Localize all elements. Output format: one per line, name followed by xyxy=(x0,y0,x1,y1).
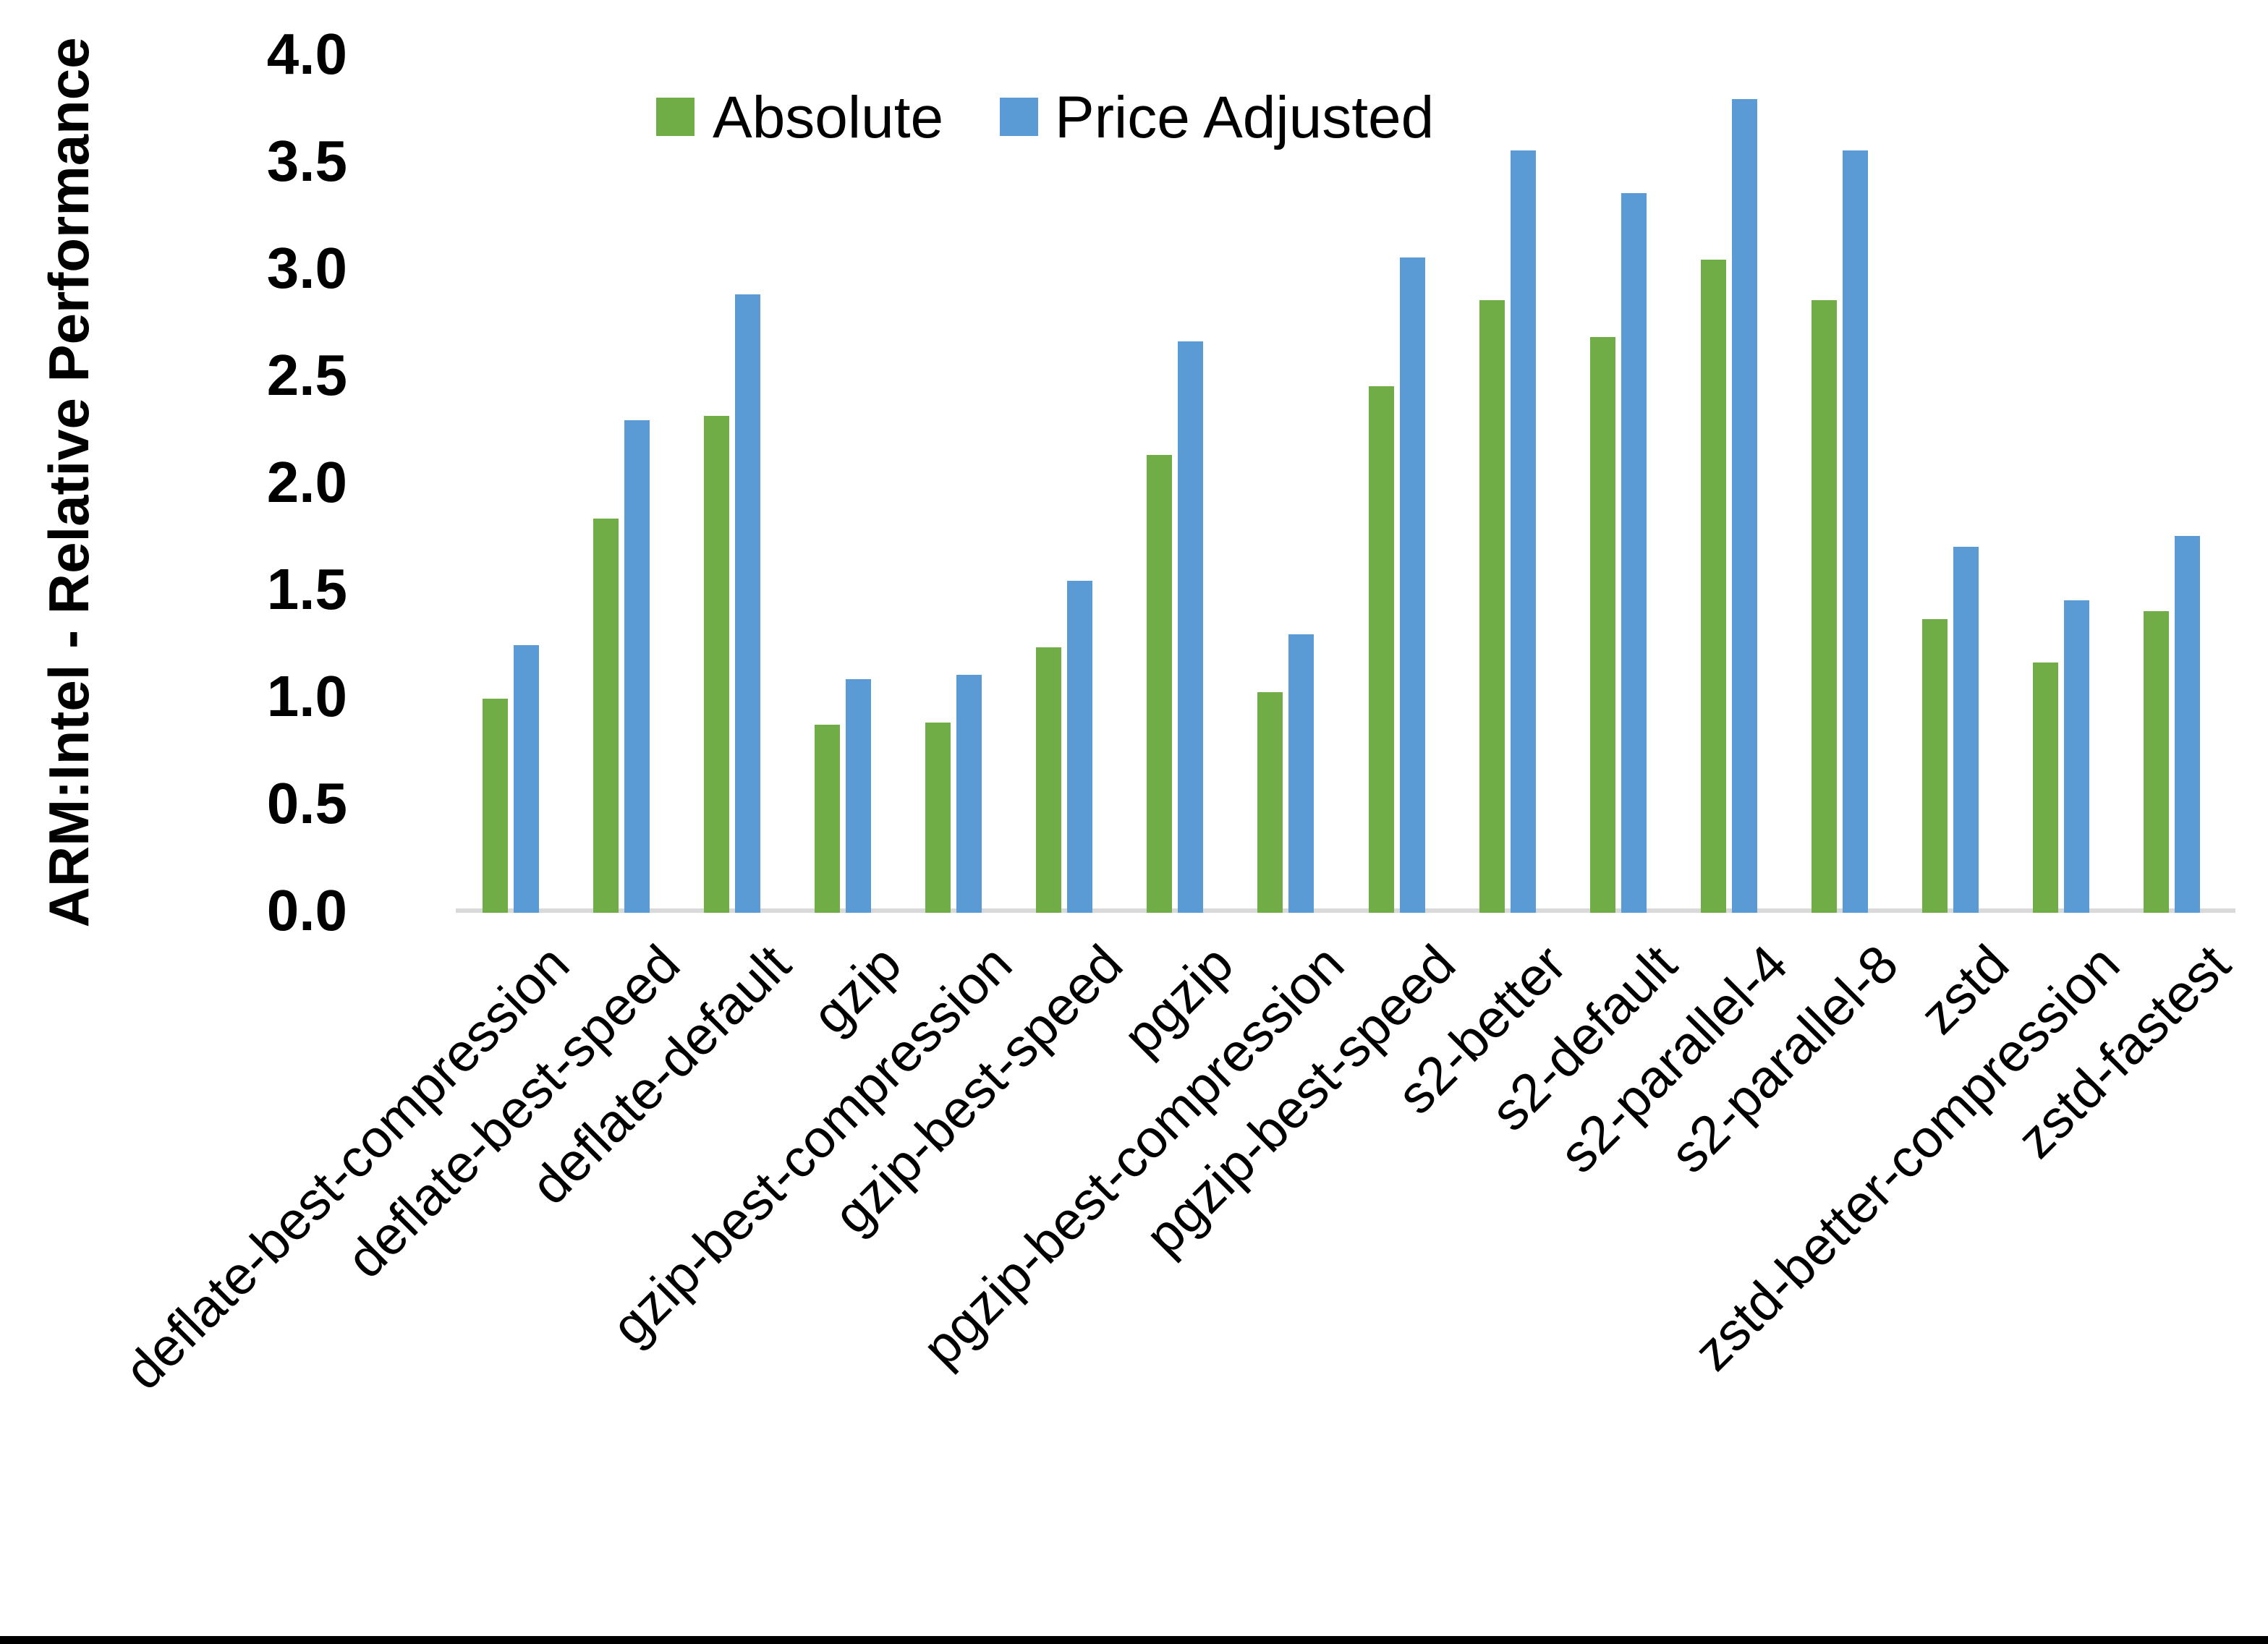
bar-gzip-best-compression-absolute xyxy=(925,722,951,913)
bar-s2-better-price-adjusted xyxy=(1510,150,1536,913)
bar-gzip-best-speed-absolute xyxy=(1036,647,1062,913)
bar-s2-parallel-4-absolute xyxy=(1700,260,1726,913)
y-tick-label-0.5: 0.5 xyxy=(266,771,347,835)
legend-swatch-absolute xyxy=(656,98,695,136)
bar-zstd-price-adjusted xyxy=(1953,546,1979,913)
bar-s2-parallel-4-price-adjusted xyxy=(1731,99,1757,913)
bar-deflate-best-compression-absolute xyxy=(483,699,508,913)
y-tick-label-3.0: 3.0 xyxy=(266,236,347,300)
bar-pgzip-absolute xyxy=(1147,454,1173,913)
bar-deflate-default-price-adjusted xyxy=(735,294,761,913)
bar-pgzip-price-adjusted xyxy=(1178,341,1204,913)
bar-s2-default-absolute xyxy=(1589,336,1615,913)
y-tick-label-2.0: 2.0 xyxy=(266,450,347,514)
y-tick-label-1.0: 1.0 xyxy=(266,664,347,728)
bar-s2-default-price-adjusted xyxy=(1621,193,1647,913)
bar-zstd-absolute xyxy=(1921,619,1948,913)
bar-pgzip-best-speed-absolute xyxy=(1368,386,1394,913)
bar-zstd-better-compression-price-adjusted xyxy=(2063,600,2089,913)
y-tick-label-2.5: 2.5 xyxy=(266,343,347,407)
y-tick-label-1.5: 1.5 xyxy=(266,557,347,621)
bar-pgzip-best-compression-price-adjusted xyxy=(1288,634,1314,913)
bar-gzip-absolute xyxy=(815,724,841,913)
y-axis-title: ARM:Intel - Relative Performance xyxy=(37,37,101,928)
legend-label-price-adjusted: Price Adjusted xyxy=(1055,85,1435,150)
bar-deflate-default-absolute xyxy=(704,416,730,913)
bar-pgzip-best-speed-price-adjusted xyxy=(1399,257,1425,913)
legend-swatch-price-adjusted xyxy=(1000,98,1038,136)
y-tick-label-4.0: 4.0 xyxy=(266,22,347,86)
bar-pgzip-best-compression-absolute xyxy=(1257,692,1283,913)
x-axis-line xyxy=(456,908,2235,913)
bar-s2-parallel-8-price-adjusted xyxy=(1842,150,1868,913)
bar-s2-better-absolute xyxy=(1479,300,1505,913)
bar-s2-parallel-8-absolute xyxy=(1811,300,1837,913)
bar-gzip-price-adjusted xyxy=(846,679,872,913)
y-tick-label-0.0: 0.0 xyxy=(266,878,347,942)
bar-zstd-fastest-absolute xyxy=(2144,610,2170,913)
bar-deflate-best-compression-price-adjusted xyxy=(514,645,539,913)
legend-label-absolute: Absolute xyxy=(713,85,944,150)
bar-deflate-best-speed-absolute xyxy=(593,519,619,913)
window-bottom-border xyxy=(0,1636,2268,1644)
bar-gzip-best-compression-price-adjusted xyxy=(956,675,982,913)
bar-deflate-best-speed-price-adjusted xyxy=(624,420,650,913)
bar-gzip-best-speed-price-adjusted xyxy=(1067,581,1093,913)
y-tick-label-3.5: 3.5 xyxy=(266,129,347,193)
bar-zstd-better-compression-absolute xyxy=(2032,662,2058,913)
bar-zstd-fastest-price-adjusted xyxy=(2175,536,2201,913)
